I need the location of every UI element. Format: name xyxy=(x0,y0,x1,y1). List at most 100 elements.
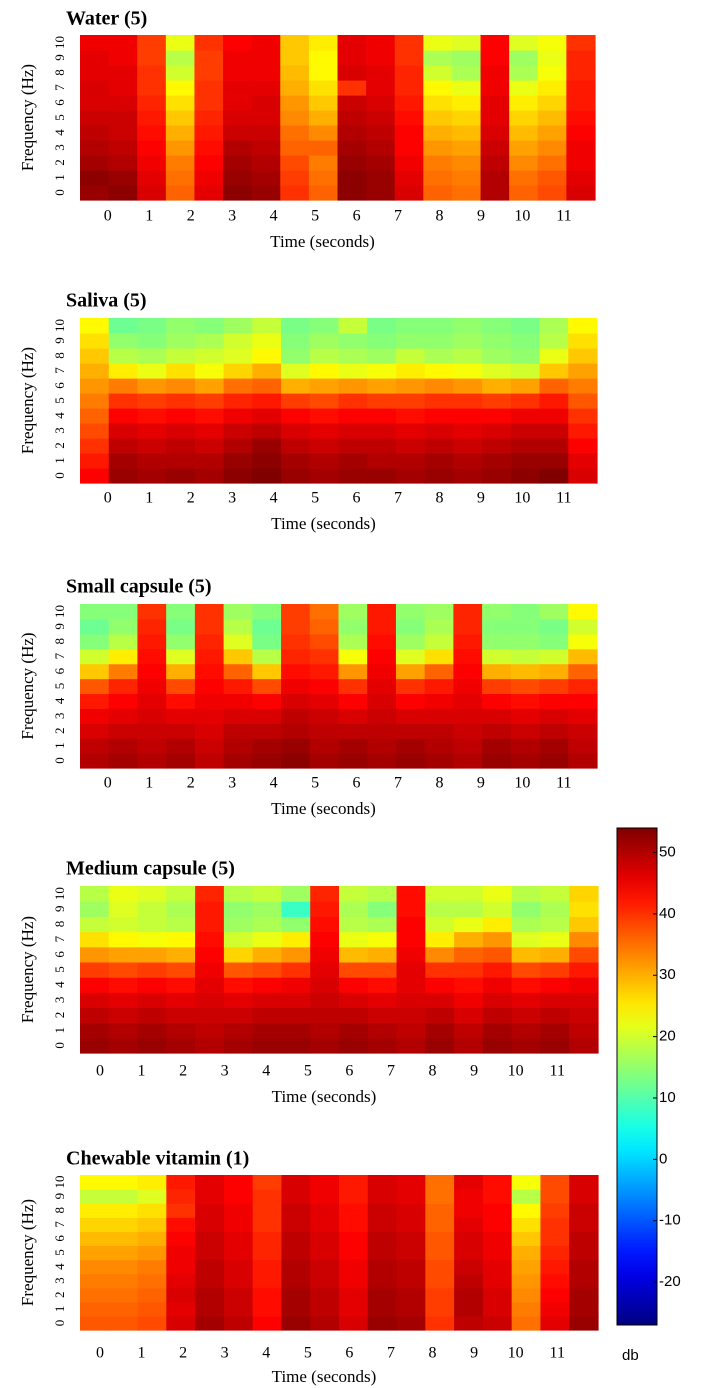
heatmap-cell xyxy=(166,738,196,754)
heatmap-cell xyxy=(108,348,139,364)
heatmap-cell xyxy=(308,140,339,156)
heatmap-cell xyxy=(108,333,139,349)
heatmap-cell xyxy=(540,1022,570,1039)
heatmap-cell xyxy=(281,738,311,754)
heatmap-cell xyxy=(482,693,512,709)
heatmap-cell xyxy=(511,1301,542,1317)
heatmap-cell xyxy=(108,1287,139,1303)
heatmap-cell xyxy=(537,80,567,96)
heatmap-cell xyxy=(252,633,282,650)
heatmap-cell xyxy=(281,1037,311,1054)
heatmap-cell xyxy=(367,1203,398,1218)
heatmap-cell xyxy=(366,140,396,156)
heatmap-cell xyxy=(108,1022,139,1039)
y-tick-label: 5 xyxy=(52,966,67,973)
heatmap-cell xyxy=(424,618,454,635)
heatmap-cell xyxy=(281,1259,311,1275)
heatmap-cell xyxy=(310,1037,340,1054)
heatmap-cell xyxy=(425,1022,455,1039)
heatmap-cell xyxy=(511,946,542,963)
heatmap-cell xyxy=(482,438,512,454)
heatmap-cell xyxy=(367,1189,398,1204)
heatmap-cell xyxy=(367,1037,398,1054)
heatmap-cell xyxy=(281,1007,311,1024)
heatmap-cell xyxy=(223,946,254,963)
y-tick-label: 1 xyxy=(52,1306,67,1313)
heatmap-cell xyxy=(165,80,196,96)
heatmap-cell xyxy=(424,438,454,454)
heatmap-cell xyxy=(195,1231,225,1247)
heatmap-cell xyxy=(108,1189,139,1204)
heatmap-cell xyxy=(309,438,340,454)
heatmap-cell xyxy=(339,1259,369,1275)
heatmap-cell xyxy=(454,886,484,902)
heatmap-cell xyxy=(511,1203,542,1218)
heatmap-cell xyxy=(137,393,167,409)
heatmap-cell xyxy=(451,110,482,126)
heatmap-cell xyxy=(367,438,397,454)
heatmap-cell xyxy=(537,65,567,81)
heatmap-cell xyxy=(453,753,483,769)
heatmap-cell xyxy=(453,378,483,394)
x-tick-label: 7 xyxy=(394,490,402,507)
heatmap-cell xyxy=(309,453,340,469)
heatmap-cell xyxy=(223,65,253,81)
heatmap-cell xyxy=(166,1315,196,1331)
heatmap-cell xyxy=(281,663,311,680)
heatmap-cell xyxy=(166,333,196,349)
heatmap-cell xyxy=(80,95,110,111)
heatmap-cell xyxy=(310,1231,340,1247)
x-tick-label: 3 xyxy=(221,1063,229,1080)
heatmap-cell xyxy=(453,363,483,379)
heatmap-cell xyxy=(223,1301,254,1317)
heatmap-cell xyxy=(252,992,283,1009)
heatmap-cell xyxy=(539,468,569,484)
heatmap-cell xyxy=(195,1007,225,1024)
x-tick-label: 5 xyxy=(311,490,319,507)
y-tick-label: 10 xyxy=(52,319,67,332)
heatmap-cell xyxy=(137,155,167,171)
heatmap-cell xyxy=(281,438,311,454)
heatmap-cell xyxy=(309,723,340,739)
heatmap-cell xyxy=(310,977,340,993)
x-tick-label: 8 xyxy=(435,490,443,507)
heatmap-cell xyxy=(367,693,397,709)
heatmap-cell xyxy=(511,916,542,933)
y-tick-label: 6 xyxy=(52,667,67,674)
heatmap-cell xyxy=(425,1273,455,1289)
heatmap-cell xyxy=(394,140,424,156)
heatmap-cell xyxy=(425,931,455,948)
heatmap-cell xyxy=(540,1259,570,1275)
heatmap-cell xyxy=(166,423,196,439)
y-tick-label: 0 xyxy=(52,1042,67,1049)
heatmap-cell xyxy=(166,992,196,1009)
heatmap-cell xyxy=(195,1217,225,1232)
heatmap-cell xyxy=(280,65,310,81)
heatmap-cell xyxy=(195,931,225,948)
heatmap-cell xyxy=(251,125,281,141)
chart-title: Small capsule (5) xyxy=(66,576,212,598)
x-tick-label: 7 xyxy=(387,1063,395,1080)
y-tick-label: 9 xyxy=(52,623,67,630)
heatmap-cell xyxy=(569,1245,599,1261)
heatmap-cell xyxy=(425,946,455,963)
heatmap-cell xyxy=(537,185,567,201)
heatmap-cell xyxy=(166,693,196,709)
heatmap-cell xyxy=(195,901,225,917)
heatmap-cell xyxy=(453,738,483,754)
heatmap-cell xyxy=(137,318,167,334)
heatmap-cell xyxy=(568,453,598,469)
heatmap-cell xyxy=(509,170,539,186)
heatmap-cell xyxy=(568,438,598,454)
heatmap-cell xyxy=(310,1301,340,1317)
heatmap-cell xyxy=(451,65,482,81)
heatmap-cell xyxy=(568,333,598,349)
heatmap-cell xyxy=(568,663,598,680)
heatmap-cell xyxy=(108,1315,139,1331)
heatmap-cell xyxy=(108,678,139,695)
heatmap-cell xyxy=(281,648,311,665)
heatmap-cell xyxy=(566,140,596,156)
heatmap-cell xyxy=(424,423,454,439)
heatmap-cell xyxy=(537,35,567,51)
heatmap-cell xyxy=(194,753,225,769)
